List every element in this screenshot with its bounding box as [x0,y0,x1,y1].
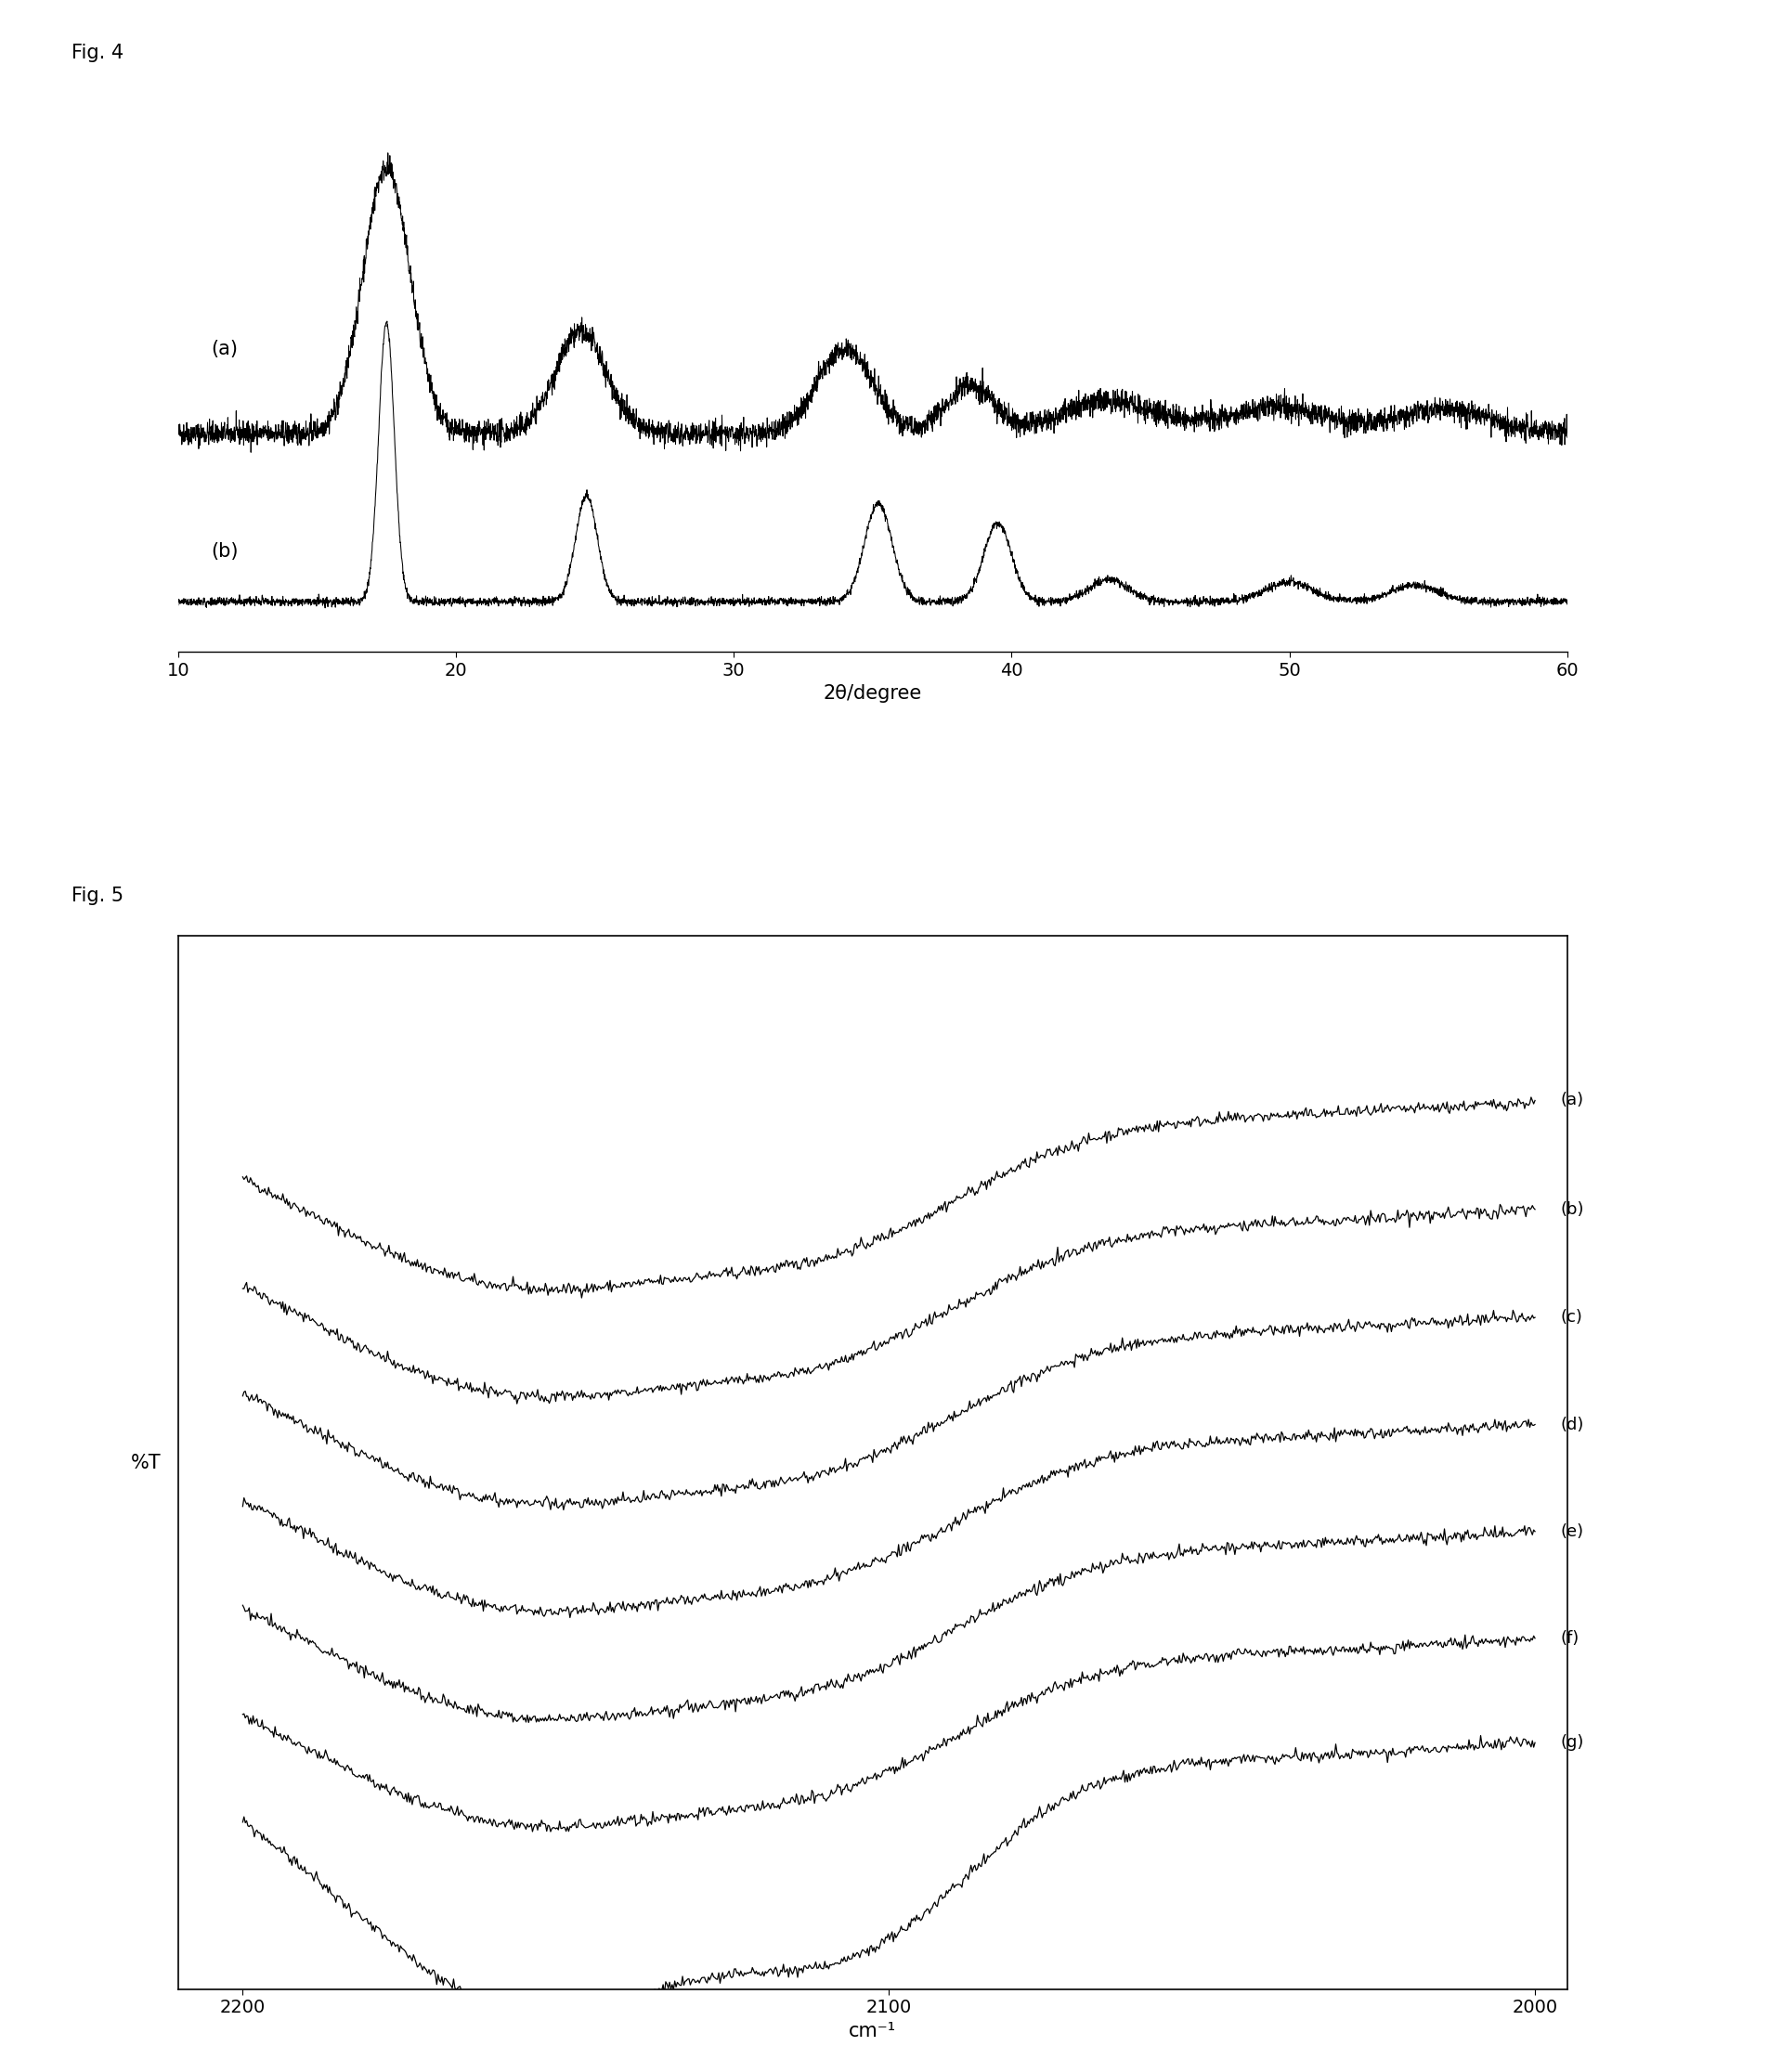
Text: (b): (b) [1560,1202,1585,1218]
Text: (a): (a) [212,340,239,358]
Text: (e): (e) [1560,1523,1583,1539]
X-axis label: 2θ/degree: 2θ/degree [823,684,923,702]
Text: (d): (d) [1560,1415,1585,1434]
Text: (a): (a) [1560,1092,1583,1109]
Text: Fig. 4: Fig. 4 [71,44,123,62]
Text: Fig. 5: Fig. 5 [71,887,123,905]
X-axis label: cm⁻¹: cm⁻¹ [850,2022,896,2041]
Y-axis label: %T: %T [130,1452,160,1471]
Text: (f): (f) [1560,1631,1580,1647]
Text: (c): (c) [1560,1310,1583,1326]
Text: (b): (b) [212,543,239,559]
Text: (g): (g) [1560,1734,1585,1751]
